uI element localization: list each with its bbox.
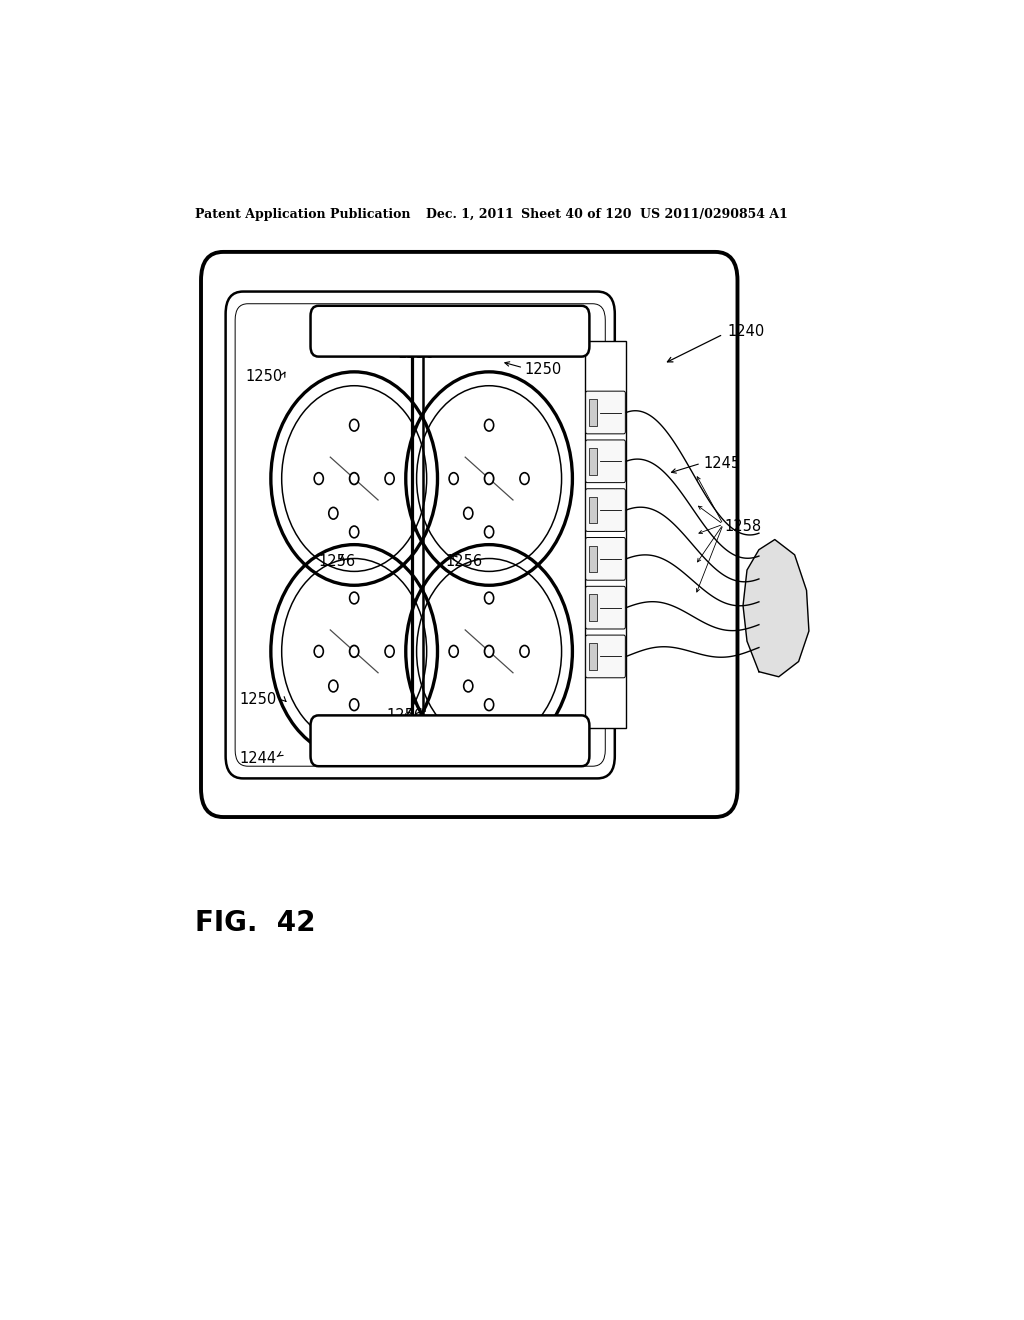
FancyBboxPatch shape [310, 715, 590, 766]
Circle shape [349, 527, 358, 537]
Text: FIG.  42: FIG. 42 [196, 909, 316, 937]
Circle shape [349, 473, 358, 484]
FancyBboxPatch shape [586, 586, 626, 630]
Text: 1245: 1245 [703, 455, 740, 471]
Circle shape [484, 645, 494, 657]
Circle shape [484, 698, 494, 710]
Bar [589, 447, 597, 474]
Bar [589, 399, 597, 426]
Circle shape [520, 473, 529, 484]
Text: 1258: 1258 [725, 519, 762, 533]
Text: 1250: 1250 [524, 362, 562, 378]
FancyBboxPatch shape [586, 488, 626, 532]
FancyBboxPatch shape [586, 537, 626, 581]
Bar [589, 496, 597, 523]
FancyBboxPatch shape [586, 440, 626, 483]
Bar [589, 594, 597, 620]
FancyBboxPatch shape [586, 635, 626, 677]
Circle shape [349, 645, 358, 657]
Circle shape [450, 473, 459, 484]
Bar [585, 342, 626, 727]
Circle shape [349, 593, 358, 603]
Text: 1250: 1250 [524, 715, 562, 730]
Text: 1250: 1250 [240, 692, 276, 706]
Circle shape [484, 473, 494, 484]
Bar [589, 643, 597, 669]
Bar [589, 545, 597, 572]
Circle shape [314, 473, 324, 484]
Text: 1256': 1256' [387, 708, 428, 723]
Circle shape [329, 680, 338, 692]
Text: 1250: 1250 [246, 370, 283, 384]
Circle shape [484, 593, 494, 603]
FancyBboxPatch shape [586, 391, 626, 434]
Circle shape [385, 473, 394, 484]
Circle shape [464, 680, 473, 692]
Text: 1256': 1256' [397, 346, 439, 362]
Circle shape [520, 645, 529, 657]
Text: US 2011/0290854 A1: US 2011/0290854 A1 [640, 207, 787, 220]
Circle shape [484, 527, 494, 537]
Text: 1256: 1256 [445, 554, 482, 569]
Text: Dec. 1, 2011: Dec. 1, 2011 [426, 207, 513, 220]
Circle shape [349, 698, 358, 710]
Polygon shape [743, 540, 809, 677]
Text: 1240: 1240 [727, 323, 765, 339]
FancyBboxPatch shape [310, 306, 590, 356]
Circle shape [314, 645, 324, 657]
FancyBboxPatch shape [225, 292, 614, 779]
Circle shape [329, 507, 338, 519]
Text: Sheet 40 of 120: Sheet 40 of 120 [521, 207, 632, 220]
Circle shape [450, 645, 459, 657]
FancyBboxPatch shape [201, 252, 737, 817]
Circle shape [464, 507, 473, 519]
Circle shape [349, 420, 358, 432]
Circle shape [385, 645, 394, 657]
Text: Patent Application Publication: Patent Application Publication [196, 207, 411, 220]
Circle shape [484, 420, 494, 432]
Text: 1256: 1256 [318, 554, 355, 569]
Text: 1244: 1244 [240, 751, 276, 766]
